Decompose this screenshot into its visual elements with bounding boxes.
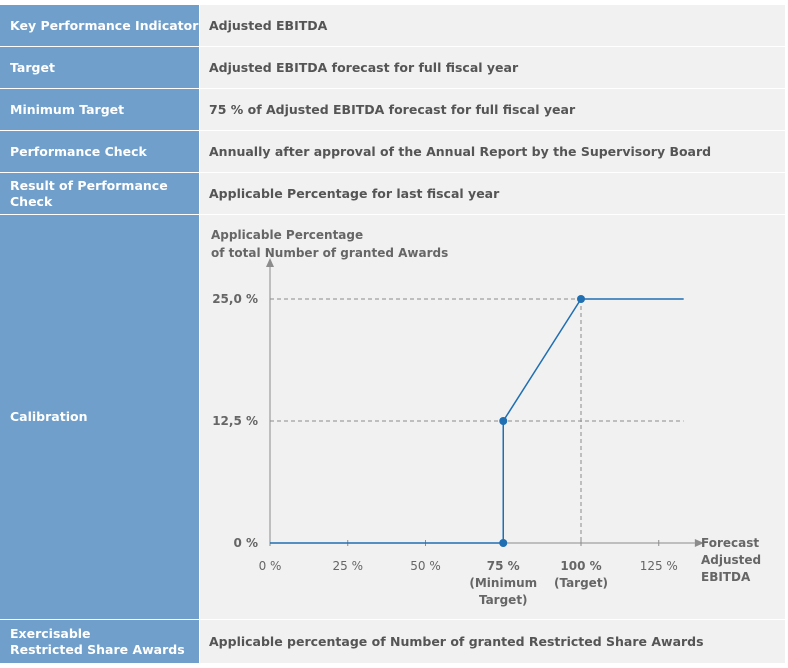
x-axis-label-line: EBITDA [701, 570, 751, 584]
row-label-kpi: Key Performance Indicator [0, 5, 199, 46]
calibration-chart: Applicable Percentage of total Number of… [211, 228, 761, 607]
x-tick-label: 25 % [333, 559, 364, 573]
row-label-exercisable-line2: Restricted Share Awards [10, 641, 185, 657]
y-tick-label: 25,0 % [212, 292, 258, 306]
y-axis-label-line2: of total Number of granted Awards [211, 246, 448, 260]
y-tick-label: 0 % [233, 536, 258, 550]
x-tick-label: 0 % [259, 559, 282, 573]
row-label-exercisable: Exercisable Restricted Share Awards [0, 620, 199, 663]
data-point [499, 417, 508, 425]
row-label-calibration: Calibration [0, 215, 199, 619]
row-label-minimum-target: Minimum Target [0, 89, 199, 130]
row-value-kpi: Adjusted EBITDA [200, 5, 785, 46]
data-point [499, 539, 508, 547]
y-axis-label-line1: Applicable Percentage [211, 228, 363, 242]
row-value-target: Adjusted EBITDA forecast for full fiscal… [200, 47, 785, 88]
x-axis-label-line: Forecast [701, 536, 759, 550]
row-label-exercisable-line1: Exercisable [10, 625, 91, 641]
x-axis-arrow [694, 539, 704, 547]
row-label-performance-check: Performance Check [0, 131, 199, 172]
x-tick-label: 75 % [487, 559, 520, 573]
x-tick-sublabel: (Minimum [469, 576, 537, 590]
x-tick-sublabel: Target) [479, 593, 528, 607]
x-axis-label-line: Adjusted [701, 553, 761, 567]
y-tick-label: 12,5 % [212, 414, 258, 428]
row-value-performance-check: Annually after approval of the Annual Re… [200, 131, 785, 172]
row-value-minimum-target: 75 % of Adjusted EBITDA forecast for ful… [200, 89, 785, 130]
row-value-calibration: Applicable Percentage of total Number of… [200, 215, 785, 619]
row-value-exercisable: Applicable percentage of Number of grant… [200, 620, 785, 663]
row-label-result: Result of Performance Check [0, 173, 199, 214]
x-tick-label: 125 % [640, 559, 678, 573]
row-value-result: Applicable Percentage for last fiscal ye… [200, 173, 785, 214]
row-label-target: Target [0, 47, 199, 88]
x-tick-label: 100 % [560, 559, 601, 573]
x-tick-sublabel: (Target) [554, 576, 608, 590]
x-tick-label: 50 % [410, 559, 441, 573]
data-point [577, 295, 585, 303]
y-axis-arrow [266, 258, 274, 267]
